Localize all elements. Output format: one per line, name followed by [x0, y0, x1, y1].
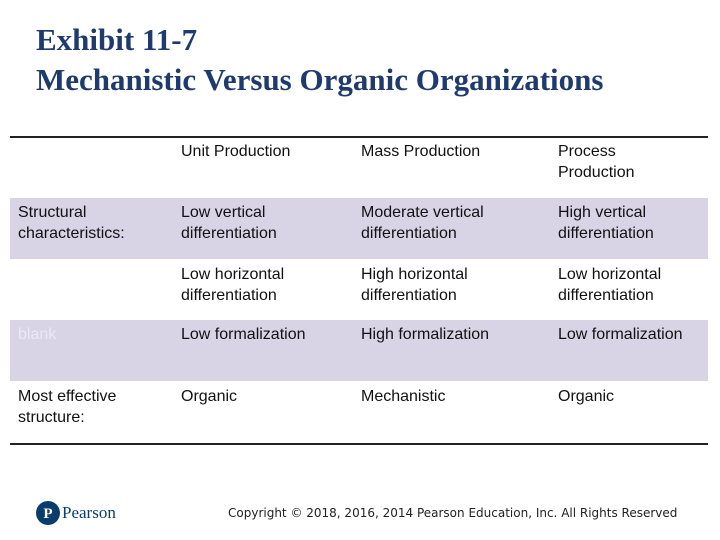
table-cell: Low horizontal differentiation: [181, 266, 285, 304]
title-line: Mechanistic Versus Organic Organizations: [36, 62, 604, 97]
table-cell: Most effective structure:: [18, 388, 117, 426]
logo-icon: P: [36, 501, 60, 525]
table-rule: [10, 443, 708, 445]
column-header: Mass Production: [361, 143, 481, 160]
table-cell: Low vertical differentiation: [181, 204, 277, 242]
table-cell: Organic: [558, 388, 615, 405]
table-cell: Low formalization: [181, 326, 306, 343]
column-header: Unit Production: [181, 143, 291, 160]
table-cell: High formalization: [361, 326, 490, 343]
copyright: Copyright © 2018, 2016, 2014 Pearson Edu…: [228, 506, 678, 520]
table-rule: [10, 136, 708, 138]
table-cell: Mechanistic: [361, 388, 446, 405]
svg-text:P: P: [43, 506, 52, 522]
row-band: [10, 320, 708, 381]
table-cell: Organic: [181, 388, 238, 405]
table-cell: Low horizontal differentiation: [558, 266, 662, 304]
table-cell: blank: [18, 326, 57, 343]
title-line: Exhibit 11-7: [36, 22, 198, 57]
table-cell: Moderate vertical differentiation: [361, 204, 484, 242]
logo-text: Pearson: [62, 503, 116, 522]
table-cell: Low formalization: [558, 326, 683, 343]
row-band: [10, 198, 708, 259]
column-header: Process Production: [558, 143, 635, 181]
table-cell: High horizontal differentiation: [361, 266, 468, 304]
table-cell: Structural characteristics:: [18, 204, 125, 242]
table-cell: High vertical differentiation: [558, 204, 654, 242]
